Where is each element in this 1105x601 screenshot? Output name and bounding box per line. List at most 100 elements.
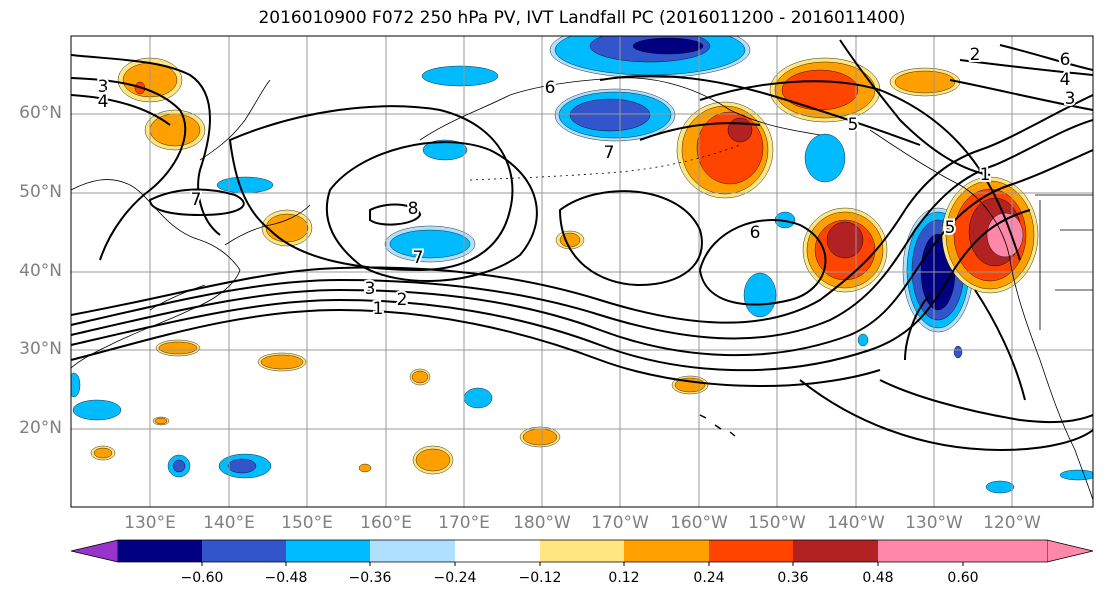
contour-label: 3 <box>365 279 376 299</box>
anomaly-fill <box>72 399 122 421</box>
pv-contours <box>71 39 1093 452</box>
contour-label: 5 <box>945 218 956 238</box>
pv-contour-line <box>71 149 1093 357</box>
anomaly-fill <box>953 345 963 359</box>
pv-contour-line <box>599 74 921 146</box>
colorbar-segment <box>370 540 455 562</box>
anomaly-fill <box>422 139 468 161</box>
lon-label: 130°E <box>124 513 176 533</box>
anomaly-fill <box>826 221 864 259</box>
pv-contour-line <box>999 44 1093 71</box>
contour-label: 7 <box>604 143 615 163</box>
lat-label: 50°N <box>19 182 62 202</box>
anomaly-fill <box>71 372 81 398</box>
coastlines <box>71 77 1093 501</box>
colorbar-segment <box>540 540 624 562</box>
lon-label: 170°W <box>591 513 649 533</box>
contour-label: 6 <box>545 78 556 98</box>
pv-contour-line <box>71 209 1031 372</box>
pv-contour-line <box>148 188 245 217</box>
pv-contour-line <box>71 119 1093 340</box>
anomaly-fill <box>154 417 168 425</box>
lon-label: 160°W <box>670 513 728 533</box>
lon-label: 120°W <box>983 513 1041 533</box>
anomaly-fill <box>632 37 704 55</box>
contour-label: 8 <box>408 199 419 219</box>
pv-contour-line <box>71 77 187 261</box>
colorbar-tick-label: 0.24 <box>693 570 725 586</box>
colorbar-tick-label: 0.12 <box>608 570 640 586</box>
pv-contour-line <box>71 94 1093 324</box>
anomaly-fill <box>260 354 304 370</box>
colorbar-tick-label: 0.36 <box>777 570 809 586</box>
contour-label: 3 <box>1065 89 1076 109</box>
contour-label: 5 <box>848 115 859 135</box>
lat-label: 40°N <box>19 261 62 281</box>
anomaly-fill <box>389 229 471 259</box>
kamchatka-coast <box>199 79 271 161</box>
pv-contour-line <box>699 80 1021 261</box>
lon-label: 150°W <box>748 513 806 533</box>
contour-label: 2 <box>970 45 981 65</box>
lon-label: 150°E <box>281 513 333 533</box>
pv-contour-line <box>369 203 422 226</box>
contour-label: 1 <box>373 299 384 319</box>
pv-contour-line <box>71 308 881 387</box>
lat-lon-grid <box>71 36 1093 507</box>
pv-contour-line <box>839 39 991 176</box>
map-title: 2016010900 F072 250 hPa PV, IVT Landfall… <box>258 8 906 28</box>
contour-label: 1 <box>980 165 991 185</box>
colorbar-high-arrow <box>1046 539 1094 563</box>
colorbar-low-arrow <box>70 539 119 563</box>
contour-label: 6 <box>750 223 761 243</box>
us-border-lines <box>1035 194 1093 330</box>
colorbar-tick-label: −0.60 <box>180 570 224 586</box>
pv-contour-line <box>949 79 1093 111</box>
aleutian-islands <box>469 144 741 181</box>
pv-contour-line <box>799 379 1093 452</box>
colorbar-tick-label: −0.36 <box>348 570 392 586</box>
colorbar-segment <box>118 540 202 562</box>
lon-label: 140°W <box>827 513 885 533</box>
contour-label: 7 <box>413 248 424 268</box>
anomaly-fill <box>421 65 499 87</box>
contour-label: 4 <box>98 92 109 112</box>
colorbar-tick-label: −0.24 <box>433 570 477 586</box>
lon-label: 160°E <box>360 513 412 533</box>
colorbar-tick-label: −0.48 <box>264 570 308 586</box>
anomaly-fill <box>93 447 113 459</box>
anomaly-fill <box>569 98 651 132</box>
pv-contour-line <box>639 122 761 141</box>
contour-label: 3 <box>98 77 109 97</box>
anomaly-fill <box>985 480 1015 494</box>
japan-islands <box>149 204 311 311</box>
anomaly-fill <box>227 458 257 474</box>
asia-coast <box>71 179 241 369</box>
lat-label: 30°N <box>19 339 62 359</box>
colorbar-segment <box>202 540 286 562</box>
pv-contour-line <box>904 289 1026 401</box>
pv-contour-line <box>879 379 1093 424</box>
pv-contour-line <box>71 54 221 236</box>
pv-contour-line <box>325 141 538 283</box>
colorbar-tick-label: −0.12 <box>518 570 562 586</box>
lon-label: 130°W <box>905 513 963 533</box>
pv-contour-line <box>71 94 171 126</box>
anomaly-fill <box>358 463 372 473</box>
anomaly-fill <box>804 133 846 183</box>
lat-label: 60°N <box>19 103 62 123</box>
pv-contour-line <box>698 219 827 306</box>
lon-label: 180°W <box>513 513 571 533</box>
anomaly-fill <box>411 370 429 384</box>
map-frame <box>70 35 1094 508</box>
anomaly-fill <box>743 272 777 318</box>
colorbar-tick-label: 0.60 <box>947 570 979 586</box>
colorbar-segment <box>963 540 1047 562</box>
pv-contour-line <box>558 190 703 287</box>
contour-label: 7 <box>191 190 202 210</box>
colorbar-segment <box>624 540 709 562</box>
colorbar-segment <box>286 540 370 562</box>
